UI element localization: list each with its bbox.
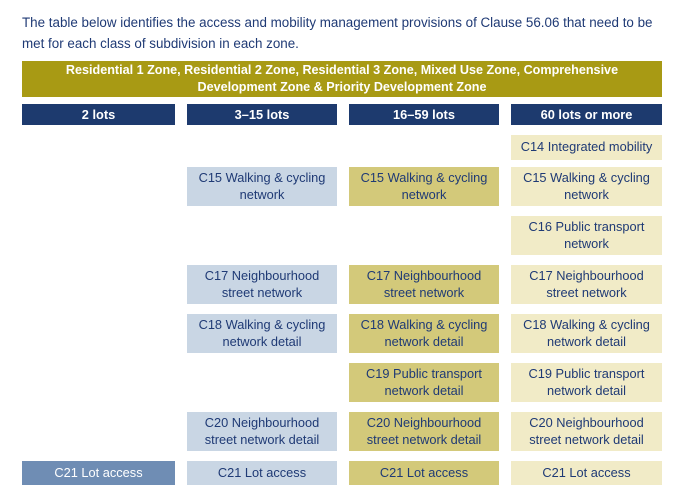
cell-c21-2-lots: C21 Lot access xyxy=(22,461,175,485)
cell-line: network xyxy=(564,186,609,202)
cell-line: C19 Public transport xyxy=(528,366,645,381)
column-header-3-15-lots: 3–15 lots xyxy=(187,104,337,125)
cell-line: C17 Neighbourhood xyxy=(204,268,320,283)
cell-line: C21 Lot access xyxy=(54,464,143,480)
cell-line: network detail xyxy=(547,333,626,349)
cell-line: network detail xyxy=(384,333,464,349)
cell-c18-60-plus: C18 Walking & cycling network detail xyxy=(511,314,662,353)
cell-line: C17 Neighbourhood xyxy=(366,268,482,283)
zone-banner: Residential 1 Zone, Residential 2 Zone, … xyxy=(22,61,662,97)
cell-line: street network xyxy=(383,284,465,300)
cell-line: network detail xyxy=(384,382,464,398)
cell-line: C20 Neighbourhood xyxy=(529,415,644,430)
intro-paragraph: The table below identifies the access an… xyxy=(22,15,653,51)
cell-line: street network detail xyxy=(366,431,482,447)
cell-c18-16-59: C18 Walking & cycling network detail xyxy=(349,314,499,353)
cell-c21-16-59: C21 Lot access xyxy=(349,461,499,485)
cell-line: network detail xyxy=(222,333,302,349)
column-header-2-lots: 2 lots xyxy=(22,104,175,125)
column-header-60-plus-lots: 60 lots or more xyxy=(511,104,662,125)
cell-line: C15 Walking & cycling xyxy=(360,170,488,185)
cell-line: street network detail xyxy=(529,431,644,447)
cell-c19-60-plus: C19 Public transport network detail xyxy=(511,363,662,402)
zone-banner-line2: Development Zone & Priority Development … xyxy=(197,80,487,94)
cell-c15-16-59: C15 Walking & cycling network xyxy=(349,167,499,206)
cell-c18-3-15: C18 Walking & cycling network detail xyxy=(187,314,337,353)
cell-line: network xyxy=(239,186,285,202)
cell-c14-60-plus: C14 Integrated mobility xyxy=(511,135,662,160)
cell-line: C16 Public transport xyxy=(528,219,645,234)
cell-c15-60-plus: C15 Walking & cycling network xyxy=(511,167,662,206)
zone-banner-line1: Residential 1 Zone, Residential 2 Zone, … xyxy=(65,63,619,77)
cell-line: C17 Neighbourhood xyxy=(529,268,644,283)
cell-c21-3-15: C21 Lot access xyxy=(187,461,337,485)
cell-line: street network xyxy=(221,284,303,300)
cell-line: C20 Neighbourhood xyxy=(366,415,482,430)
cell-line: C21 Lot access xyxy=(542,464,631,480)
cell-line: street network detail xyxy=(204,431,320,447)
cell-line: C18 Walking & cycling xyxy=(523,317,650,332)
cell-line: C19 Public transport xyxy=(366,366,482,381)
cell-line: street network xyxy=(546,284,627,300)
cell-line: C18 Walking & cycling xyxy=(360,317,488,332)
cell-line: C21 Lot access xyxy=(379,464,469,480)
cell-c15-3-15: C15 Walking & cycling network xyxy=(187,167,337,206)
cell-c17-16-59: C17 Neighbourhood street network xyxy=(349,265,499,304)
cell-line: C15 Walking & cycling xyxy=(198,170,326,185)
cell-line: C14 Integrated mobility xyxy=(520,139,653,155)
cell-c21-60-plus: C21 Lot access xyxy=(511,461,662,485)
cell-c19-16-59: C19 Public transport network detail xyxy=(349,363,499,402)
cell-line: C18 Walking & cycling xyxy=(198,317,326,332)
cell-c17-3-15: C17 Neighbourhood street network xyxy=(187,265,337,304)
cell-c20-16-59: C20 Neighbourhood street network detail xyxy=(349,412,499,451)
cell-line: network detail xyxy=(547,382,626,398)
cell-line: network xyxy=(401,186,447,202)
cell-line: C20 Neighbourhood xyxy=(204,415,320,430)
cell-line: C21 Lot access xyxy=(217,464,307,480)
cell-line: network xyxy=(564,235,609,251)
cell-c17-60-plus: C17 Neighbourhood street network xyxy=(511,265,662,304)
cell-line: C15 Walking & cycling xyxy=(523,170,650,185)
cell-c16-60-plus: C16 Public transport network xyxy=(511,216,662,255)
cell-c20-3-15: C20 Neighbourhood street network detail xyxy=(187,412,337,451)
cell-c20-60-plus: C20 Neighbourhood street network detail xyxy=(511,412,662,451)
column-header-16-59-lots: 16–59 lots xyxy=(349,104,499,125)
